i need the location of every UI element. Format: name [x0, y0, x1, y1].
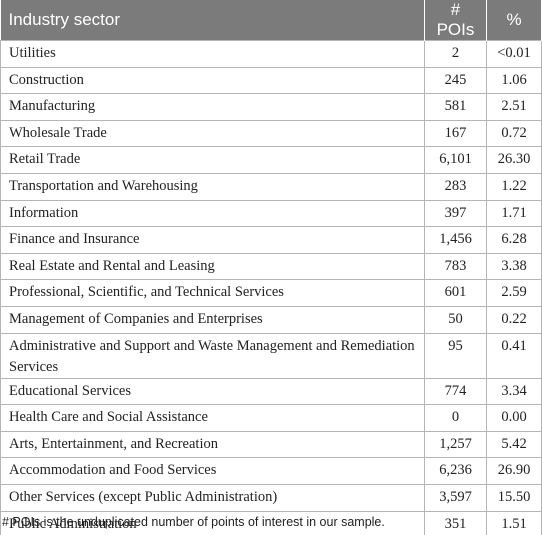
table-row: Utilities 2 <0.01: [0, 40, 542, 68]
table-cell: Health Care and Social Assistance: [0, 404, 425, 432]
header-cell: # POIs: [424, 0, 487, 41]
table-cell: 167: [424, 119, 487, 148]
table-row: Construction 245 1.06: [0, 66, 542, 95]
table-row: Information 397 1.71: [0, 199, 542, 228]
table-cell: 283: [424, 172, 487, 201]
table-row: Arts, Entertainment, and Recreation 1,257…: [0, 430, 542, 459]
table-row: Wholesale Trade 167 0.72: [0, 119, 542, 148]
table-cell: 6.28: [486, 226, 542, 254]
table-cell: 2.51: [486, 93, 542, 121]
table-cell: Utilities: [0, 40, 425, 68]
table-cell: Real Estate and Rental and Leasing: [0, 252, 425, 281]
table-row: Health Care and Social Assistance 0 0.00: [0, 404, 542, 432]
table-cell: Construction: [0, 66, 425, 95]
table-row: Transportation and Warehousing 283 1.22: [0, 172, 542, 201]
table-cell: 6,101: [424, 146, 487, 174]
table-cell: Manufacturing: [0, 93, 425, 121]
table-cell: 50: [424, 305, 487, 334]
table-cell: 1.06: [486, 66, 542, 95]
table-cell: 0: [424, 404, 487, 432]
table-cell: 0.72: [486, 119, 542, 148]
table-cell: Public Administration: [0, 510, 425, 535]
table-cell: 351: [424, 510, 487, 535]
table-row: Manufacturing 581 2.51: [0, 93, 542, 121]
table-cell: 0.00: [486, 404, 542, 432]
table-cell: 2.59: [486, 279, 542, 307]
table-cell: 1,456: [424, 226, 487, 254]
table-body: Utilities 2 <0.01 Construction 245 1.06 Manufa…: [0, 40, 542, 535]
table-row: Real Estate and Rental and Leasing 783 3.3…: [0, 252, 542, 281]
table-row: Public Administration 351 1.51: [0, 510, 542, 535]
table-cell: 15.50: [486, 483, 542, 512]
table-cell: Arts, Entertainment, and Recreation: [0, 430, 425, 459]
footnote: # POIs is the unduplicated number of poi…: [2, 515, 385, 529]
table-cell: 26.90: [486, 457, 542, 485]
table-cell: 5.42: [486, 430, 542, 459]
table-cell: Administrative and Support and Waste Man…: [0, 332, 425, 379]
header-cell: Industry sector: [0, 0, 425, 41]
table-cell: Management of Companies and Enterprises: [0, 305, 425, 334]
table-cell: 3.38: [486, 252, 542, 281]
table-row: Finance and Insurance 1,456 6.28: [0, 226, 542, 254]
table-row: Retail Trade 6,101 26.30: [0, 146, 542, 174]
header-row: Industry sector # POIs%: [0, 0, 542, 41]
table-cell: 3,597: [424, 483, 487, 512]
table-row: Administrative and Support and Waste Man…: [0, 332, 542, 379]
table-cell: 397: [424, 199, 487, 228]
table-cell: 26.30: [486, 146, 542, 174]
table-cell: Other Services (except Public Administra…: [0, 483, 425, 512]
table-row: Management of Companies and Enterprises 5…: [0, 305, 542, 334]
table-cell: 1,257: [424, 430, 487, 459]
table-cell: 1.22: [486, 172, 542, 201]
table-cell: Educational Services: [0, 377, 425, 406]
table-cell: Wholesale Trade: [0, 119, 425, 148]
table-row: Professional, Scientific, and Technical …: [0, 279, 542, 307]
table-row: Other Services (except Public Administra…: [0, 483, 542, 512]
table-cell: 95: [424, 332, 487, 379]
table-cell: Retail Trade: [0, 146, 425, 174]
table-cell: Information: [0, 199, 425, 228]
table-cell: <0.01: [486, 40, 542, 68]
header-cell: %: [486, 0, 542, 41]
table-row: Accommodation and Food Services 6,236 26.9…: [0, 457, 542, 485]
table-cell: 2: [424, 40, 487, 68]
table-row: Educational Services 774 3.34: [0, 377, 542, 406]
table-cell: 245: [424, 66, 487, 95]
table-cell: Transportation and Warehousing: [0, 172, 425, 201]
table-cell: 0.22: [486, 305, 542, 334]
table-cell: 3.34: [486, 377, 542, 406]
table-cell: 774: [424, 377, 487, 406]
table-cell: 1.51: [486, 510, 542, 535]
table-cell: 783: [424, 252, 487, 281]
table-cell: 0.41: [486, 332, 542, 379]
table-cell: 6,236: [424, 457, 487, 485]
table-cell: Professional, Scientific, and Technical …: [0, 279, 425, 307]
table-cell: 601: [424, 279, 487, 307]
table-cell: 581: [424, 93, 487, 121]
table-cell: Finance and Insurance: [0, 226, 425, 254]
table-cell: 1.71: [486, 199, 542, 228]
table-cell: Accommodation and Food Services: [0, 457, 425, 485]
